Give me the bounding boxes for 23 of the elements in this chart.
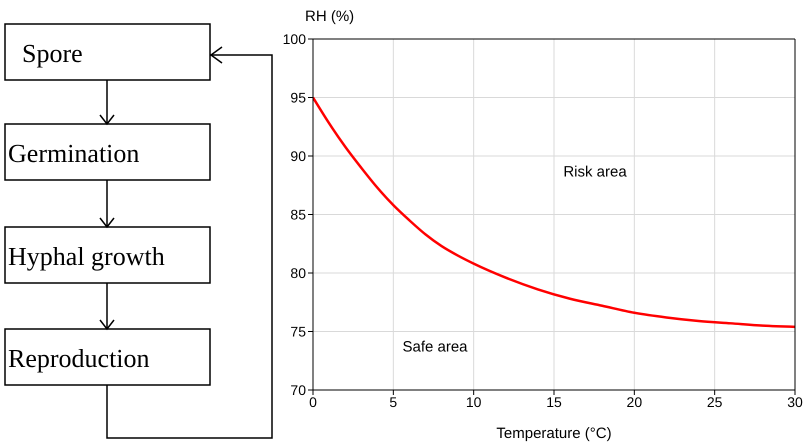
annotation: Risk area	[563, 164, 627, 180]
y-tick-label: 70	[290, 382, 306, 398]
text: Spore	[22, 39, 83, 68]
y-tick-label: 95	[290, 89, 306, 106]
x-tick-label: 20	[626, 394, 642, 410]
x-tick-label: 0	[309, 394, 318, 410]
x-tick-label: 10	[466, 394, 482, 410]
y-tick-label: 75	[290, 323, 306, 340]
text: Hyphal growth	[8, 242, 165, 271]
y-axis-title: RH (%)	[305, 8, 354, 25]
x-tick-label: 25	[706, 394, 723, 410]
y-tick-label: 85	[290, 206, 306, 222]
line-series	[313, 96, 795, 328]
x-tick-label: 5	[389, 394, 398, 410]
y-tick-label: 90	[290, 148, 306, 164]
y-tick-label: 100	[282, 30, 306, 47]
x-tick-label: 15	[546, 394, 562, 410]
text: Reproduction	[8, 344, 150, 373]
text: Germination	[8, 139, 140, 168]
annotation: Safe area	[402, 338, 468, 356]
x-tick-label: 30	[787, 394, 803, 410]
x-axis-title: Temperature (°C)	[496, 425, 612, 442]
y-tick-label: 80	[290, 264, 306, 281]
